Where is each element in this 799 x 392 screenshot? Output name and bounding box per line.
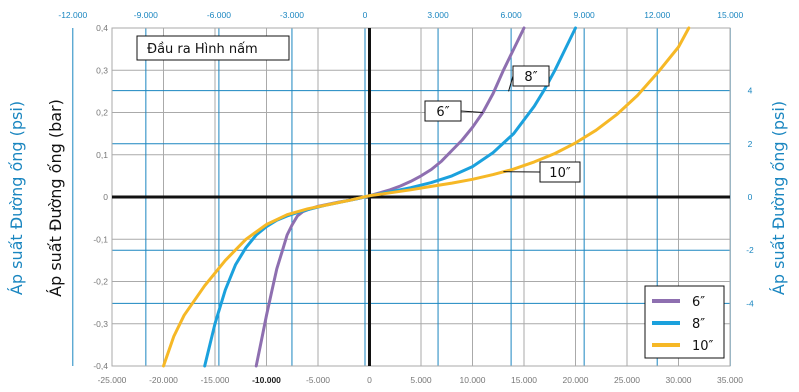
- y-axis-label-psi-right: Áp suất Đường ống (psi): [769, 101, 788, 295]
- callout-leader: [508, 75, 514, 92]
- x-top-tick-label: 0: [363, 10, 368, 20]
- chart-title-box: Đầu ra Hình nấm: [136, 35, 290, 61]
- legend-label-10: 10″: [692, 339, 714, 354]
- x-top-tick-label: -9.000: [134, 10, 158, 20]
- x-top-tick-label: -3.000: [280, 10, 304, 20]
- x-tick-label: -10.000: [252, 375, 281, 385]
- y2-tick-label: -4: [746, 298, 754, 308]
- y2-tick-label: -2: [746, 245, 754, 255]
- y-tick-label: 0,1: [96, 150, 108, 160]
- y-axis-label-bar: Áp suất Đường ống (bar): [46, 99, 65, 297]
- legend-label-6: 6″: [692, 295, 705, 310]
- x-tick-label: 20.000: [563, 375, 589, 385]
- y2-tick-label: 2: [748, 139, 753, 149]
- x-top-tick-label: 6.000: [500, 10, 522, 20]
- x-tick-label: -5.000: [306, 375, 330, 385]
- callout-box: [512, 65, 550, 87]
- y-tick-label: -0,1: [93, 234, 108, 244]
- callout-box: [539, 161, 581, 183]
- x-tick-label: 35.000: [717, 375, 743, 385]
- x-top-tick-label: 9.000: [574, 10, 596, 20]
- x-tick-label: 15.000: [511, 375, 537, 385]
- tick-labels: -25.000 -20.000 -15.000 -10.000 -5.000 0 5.000…: [58, 10, 754, 385]
- x-tick-label: 10.000: [460, 375, 486, 385]
- y-tick-label: 0: [103, 192, 108, 202]
- y2-tick-label: 0: [748, 192, 753, 202]
- callout-label: 8″: [524, 70, 537, 85]
- x-top-tick-label: 12.000: [644, 10, 670, 20]
- x-top-tick-label: -6.000: [207, 10, 231, 20]
- x-top-tick-label: 3.000: [427, 10, 449, 20]
- x-tick-label: -15.000: [201, 375, 230, 385]
- x-tick-label: 0: [367, 375, 372, 385]
- x-tick-label: 5.000: [410, 375, 432, 385]
- series-line-2: [162, 26, 691, 368]
- callout-label: 10″: [549, 166, 571, 181]
- x-tick-label: -25.000: [98, 375, 127, 385]
- y2-tick-label: 4: [748, 86, 753, 96]
- chart-title: Đầu ra Hình nấm: [147, 42, 258, 57]
- x-tick-label: 30.000: [666, 375, 692, 385]
- series-lines: [162, 26, 691, 368]
- y-tick-label: 0,4: [96, 23, 108, 33]
- y-tick-label: 0,3: [96, 65, 108, 75]
- y-axis-label-psi-left: Áp suất Đường ống (psi): [7, 101, 26, 295]
- y-tick-label: 0,2: [96, 108, 108, 118]
- callout-leader: [460, 110, 483, 113]
- callout-label: 6″: [436, 105, 449, 120]
- legend: 6″ 8″ 10″: [644, 285, 725, 359]
- legend-label-8: 8″: [692, 317, 705, 332]
- x-tick-label: 25.000: [614, 375, 640, 385]
- x-tick-label: -20.000: [149, 375, 178, 385]
- y-tick-label: -0,3: [93, 319, 108, 329]
- callout-box: [424, 100, 462, 122]
- callouts: 8″ 6″ 10″: [424, 65, 581, 183]
- x-top-tick-label: 15.000: [717, 10, 743, 20]
- y-tick-label: -0,2: [93, 277, 108, 287]
- x-top-tick-label: -12.000: [58, 10, 87, 20]
- y-tick-label: -0,4: [93, 361, 108, 371]
